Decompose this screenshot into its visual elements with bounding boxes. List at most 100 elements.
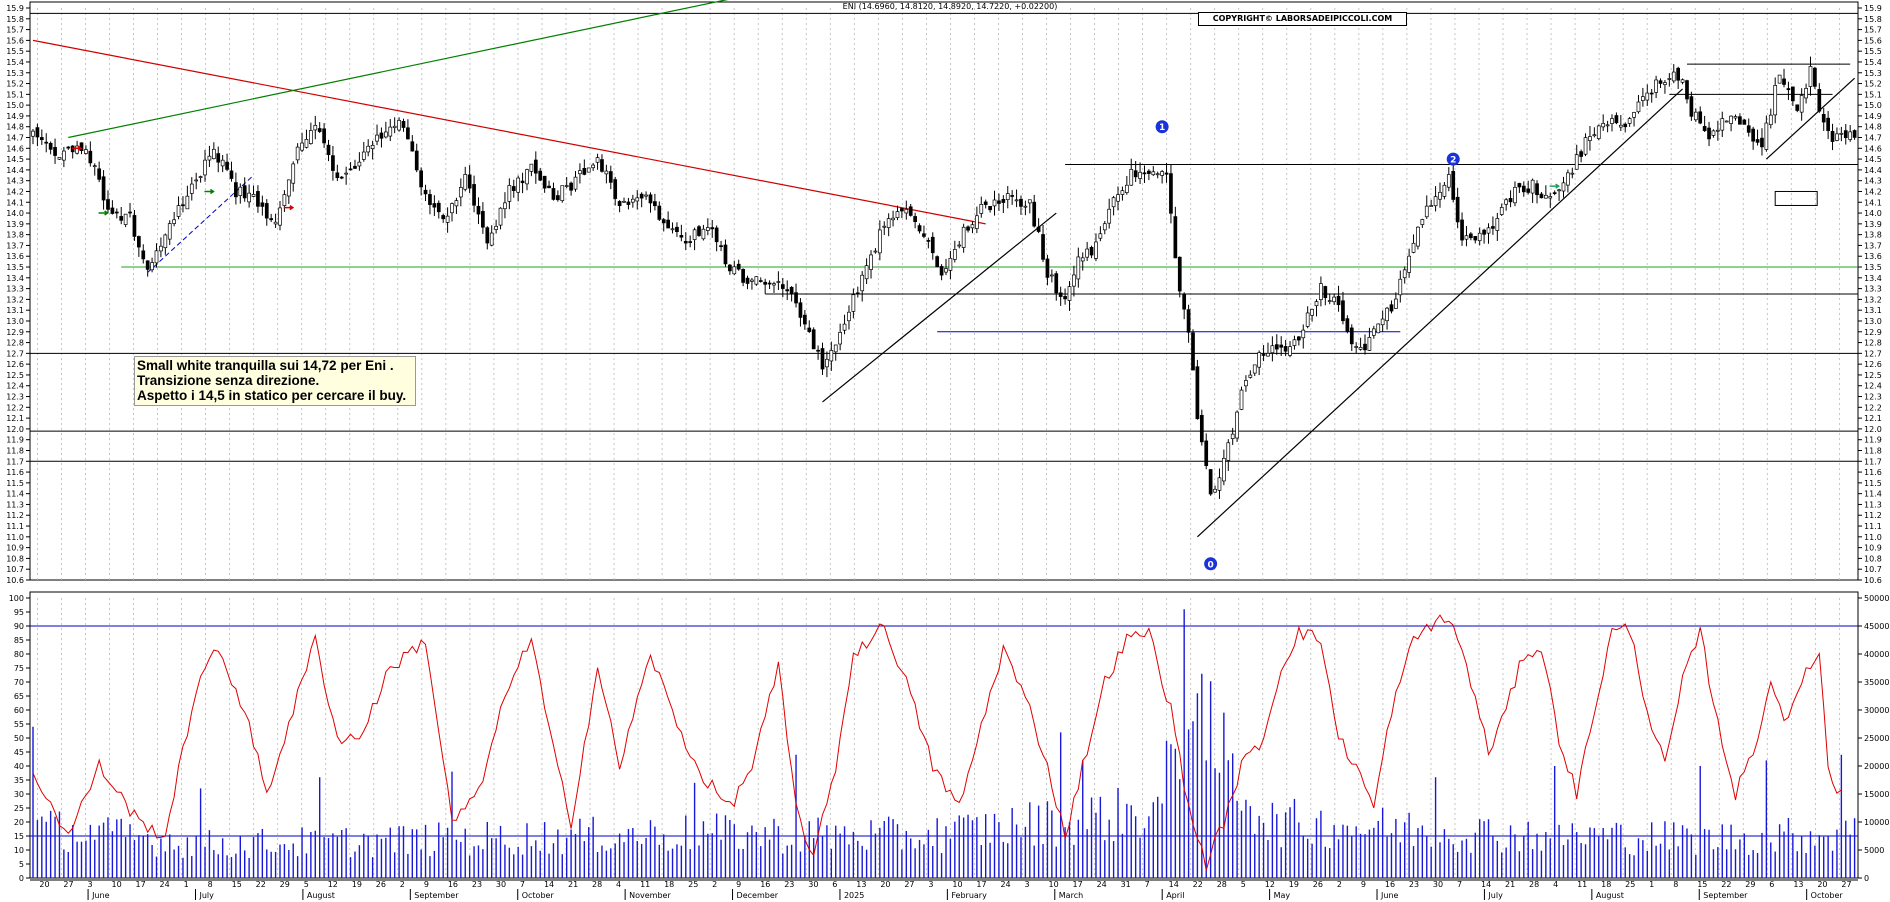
candle-body — [1327, 300, 1332, 302]
candle-body — [198, 176, 203, 178]
candle-body — [1464, 235, 1469, 240]
candle-body — [454, 200, 459, 207]
candle-body — [401, 121, 406, 128]
candle-body — [904, 208, 909, 214]
date-tick-label: 31 — [1121, 880, 1131, 889]
candle-body — [780, 284, 785, 289]
price-tick-label-right: 11.5 — [1864, 479, 1882, 488]
candle-body — [1513, 186, 1517, 204]
candle-body — [1160, 171, 1164, 176]
price-tick-label-left: 11.6 — [6, 468, 24, 477]
candle-body — [128, 211, 132, 214]
date-tick-label: 23 — [472, 880, 482, 889]
candle-body — [472, 184, 476, 206]
candle-body — [1460, 219, 1464, 241]
candle-body — [644, 194, 648, 197]
date-tick-label: 1 — [1649, 880, 1654, 889]
candle-body — [1491, 226, 1495, 229]
candle-body — [1760, 137, 1764, 148]
candle-body — [410, 141, 415, 152]
date-tick-label: 9 — [1361, 880, 1366, 889]
candle-body — [1596, 125, 1601, 139]
date-tick-label: 20 — [880, 880, 890, 889]
price-tick-label-right: 12.5 — [1864, 371, 1882, 380]
candle-body — [1852, 130, 1857, 138]
candle-body — [48, 142, 53, 150]
candle-body — [1446, 174, 1451, 188]
candle-body — [1751, 128, 1755, 142]
candle-body — [1389, 304, 1394, 312]
candle-body — [1782, 78, 1786, 85]
candle-body — [1129, 169, 1134, 186]
price-tick-label-left: 11.2 — [6, 511, 24, 520]
candle-body — [1777, 74, 1782, 84]
month-label: June — [91, 891, 110, 900]
date-tick-label: 24 — [160, 880, 170, 889]
candle-body — [520, 180, 525, 184]
wave-label-badge — [1155, 120, 1169, 134]
osc-tick-label: 90 — [14, 622, 24, 631]
candle-body — [1574, 154, 1579, 170]
osc-tick-label: 40 — [14, 762, 24, 771]
candle-body — [1543, 194, 1548, 199]
candle-body — [1402, 269, 1407, 279]
date-tick-label: 15 — [1697, 880, 1707, 889]
price-tick-label-right: 15.0 — [1864, 101, 1882, 110]
candle-body — [732, 266, 737, 275]
candle-body — [286, 179, 291, 197]
month-label: December — [737, 891, 779, 900]
price-tick-label-right: 11.4 — [1864, 490, 1882, 499]
month-label: September — [1703, 891, 1748, 900]
candlestick-series — [31, 56, 1857, 499]
price-tick-label-left: 13.4 — [6, 274, 24, 283]
price-tick-label-right: 10.9 — [1864, 544, 1882, 553]
price-tick-label-right: 15.2 — [1864, 80, 1882, 89]
candle-body — [1610, 118, 1614, 124]
volume-tick-label: 40000 — [1864, 650, 1889, 659]
osc-tick-label: 55 — [14, 720, 24, 729]
osc-tick-label: 50 — [14, 734, 24, 743]
date-tick-label: 4 — [1553, 880, 1558, 889]
candle-body — [842, 323, 847, 331]
price-tick-label-right: 12.9 — [1864, 328, 1882, 337]
candle-body — [745, 277, 750, 284]
price-tick-label-left: 13.5 — [6, 263, 24, 272]
candle-body — [1371, 328, 1376, 336]
candle-body — [1720, 118, 1725, 131]
price-tick-label-right: 15.6 — [1864, 36, 1882, 45]
candle-body — [697, 226, 701, 236]
candle-body — [825, 358, 829, 368]
candle-body — [1076, 256, 1081, 280]
candle-body — [1151, 171, 1156, 176]
candle-body — [185, 195, 190, 210]
candle-body — [1729, 115, 1733, 124]
candle-body — [1848, 131, 1853, 140]
price-tick-label-left: 12.0 — [6, 425, 24, 434]
candle-body — [348, 168, 353, 171]
candle-body — [1208, 469, 1213, 495]
candle-body — [1773, 85, 1778, 116]
candle-body — [1297, 336, 1301, 341]
date-tick-label: 27 — [63, 880, 73, 889]
price-tick-label-left: 12.4 — [6, 382, 24, 391]
price-tick-label-right: 10.6 — [1864, 576, 1882, 585]
price-tick-label-right: 15.9 — [1864, 4, 1882, 13]
candle-body — [1795, 104, 1800, 111]
date-tick-label: 2 — [400, 880, 405, 889]
signal-arrow-icon — [204, 188, 215, 195]
date-tick-label: 19 — [352, 880, 362, 889]
price-tick-label-left: 15.8 — [6, 15, 24, 24]
candle-body — [357, 161, 362, 167]
date-tick-label: 21 — [1505, 880, 1515, 889]
candle-body — [35, 127, 40, 138]
candle-body — [119, 216, 124, 221]
date-tick-label: 21 — [568, 880, 578, 889]
price-tick-label-right: 13.3 — [1864, 285, 1882, 294]
price-tick-label-right: 13.9 — [1864, 220, 1882, 229]
candle-body — [1495, 218, 1500, 231]
candle-body — [1199, 415, 1204, 443]
candle-body — [291, 163, 296, 184]
candle-body — [935, 256, 940, 268]
candle-body — [1363, 343, 1367, 351]
price-tick-label-right: 11.6 — [1864, 468, 1882, 477]
